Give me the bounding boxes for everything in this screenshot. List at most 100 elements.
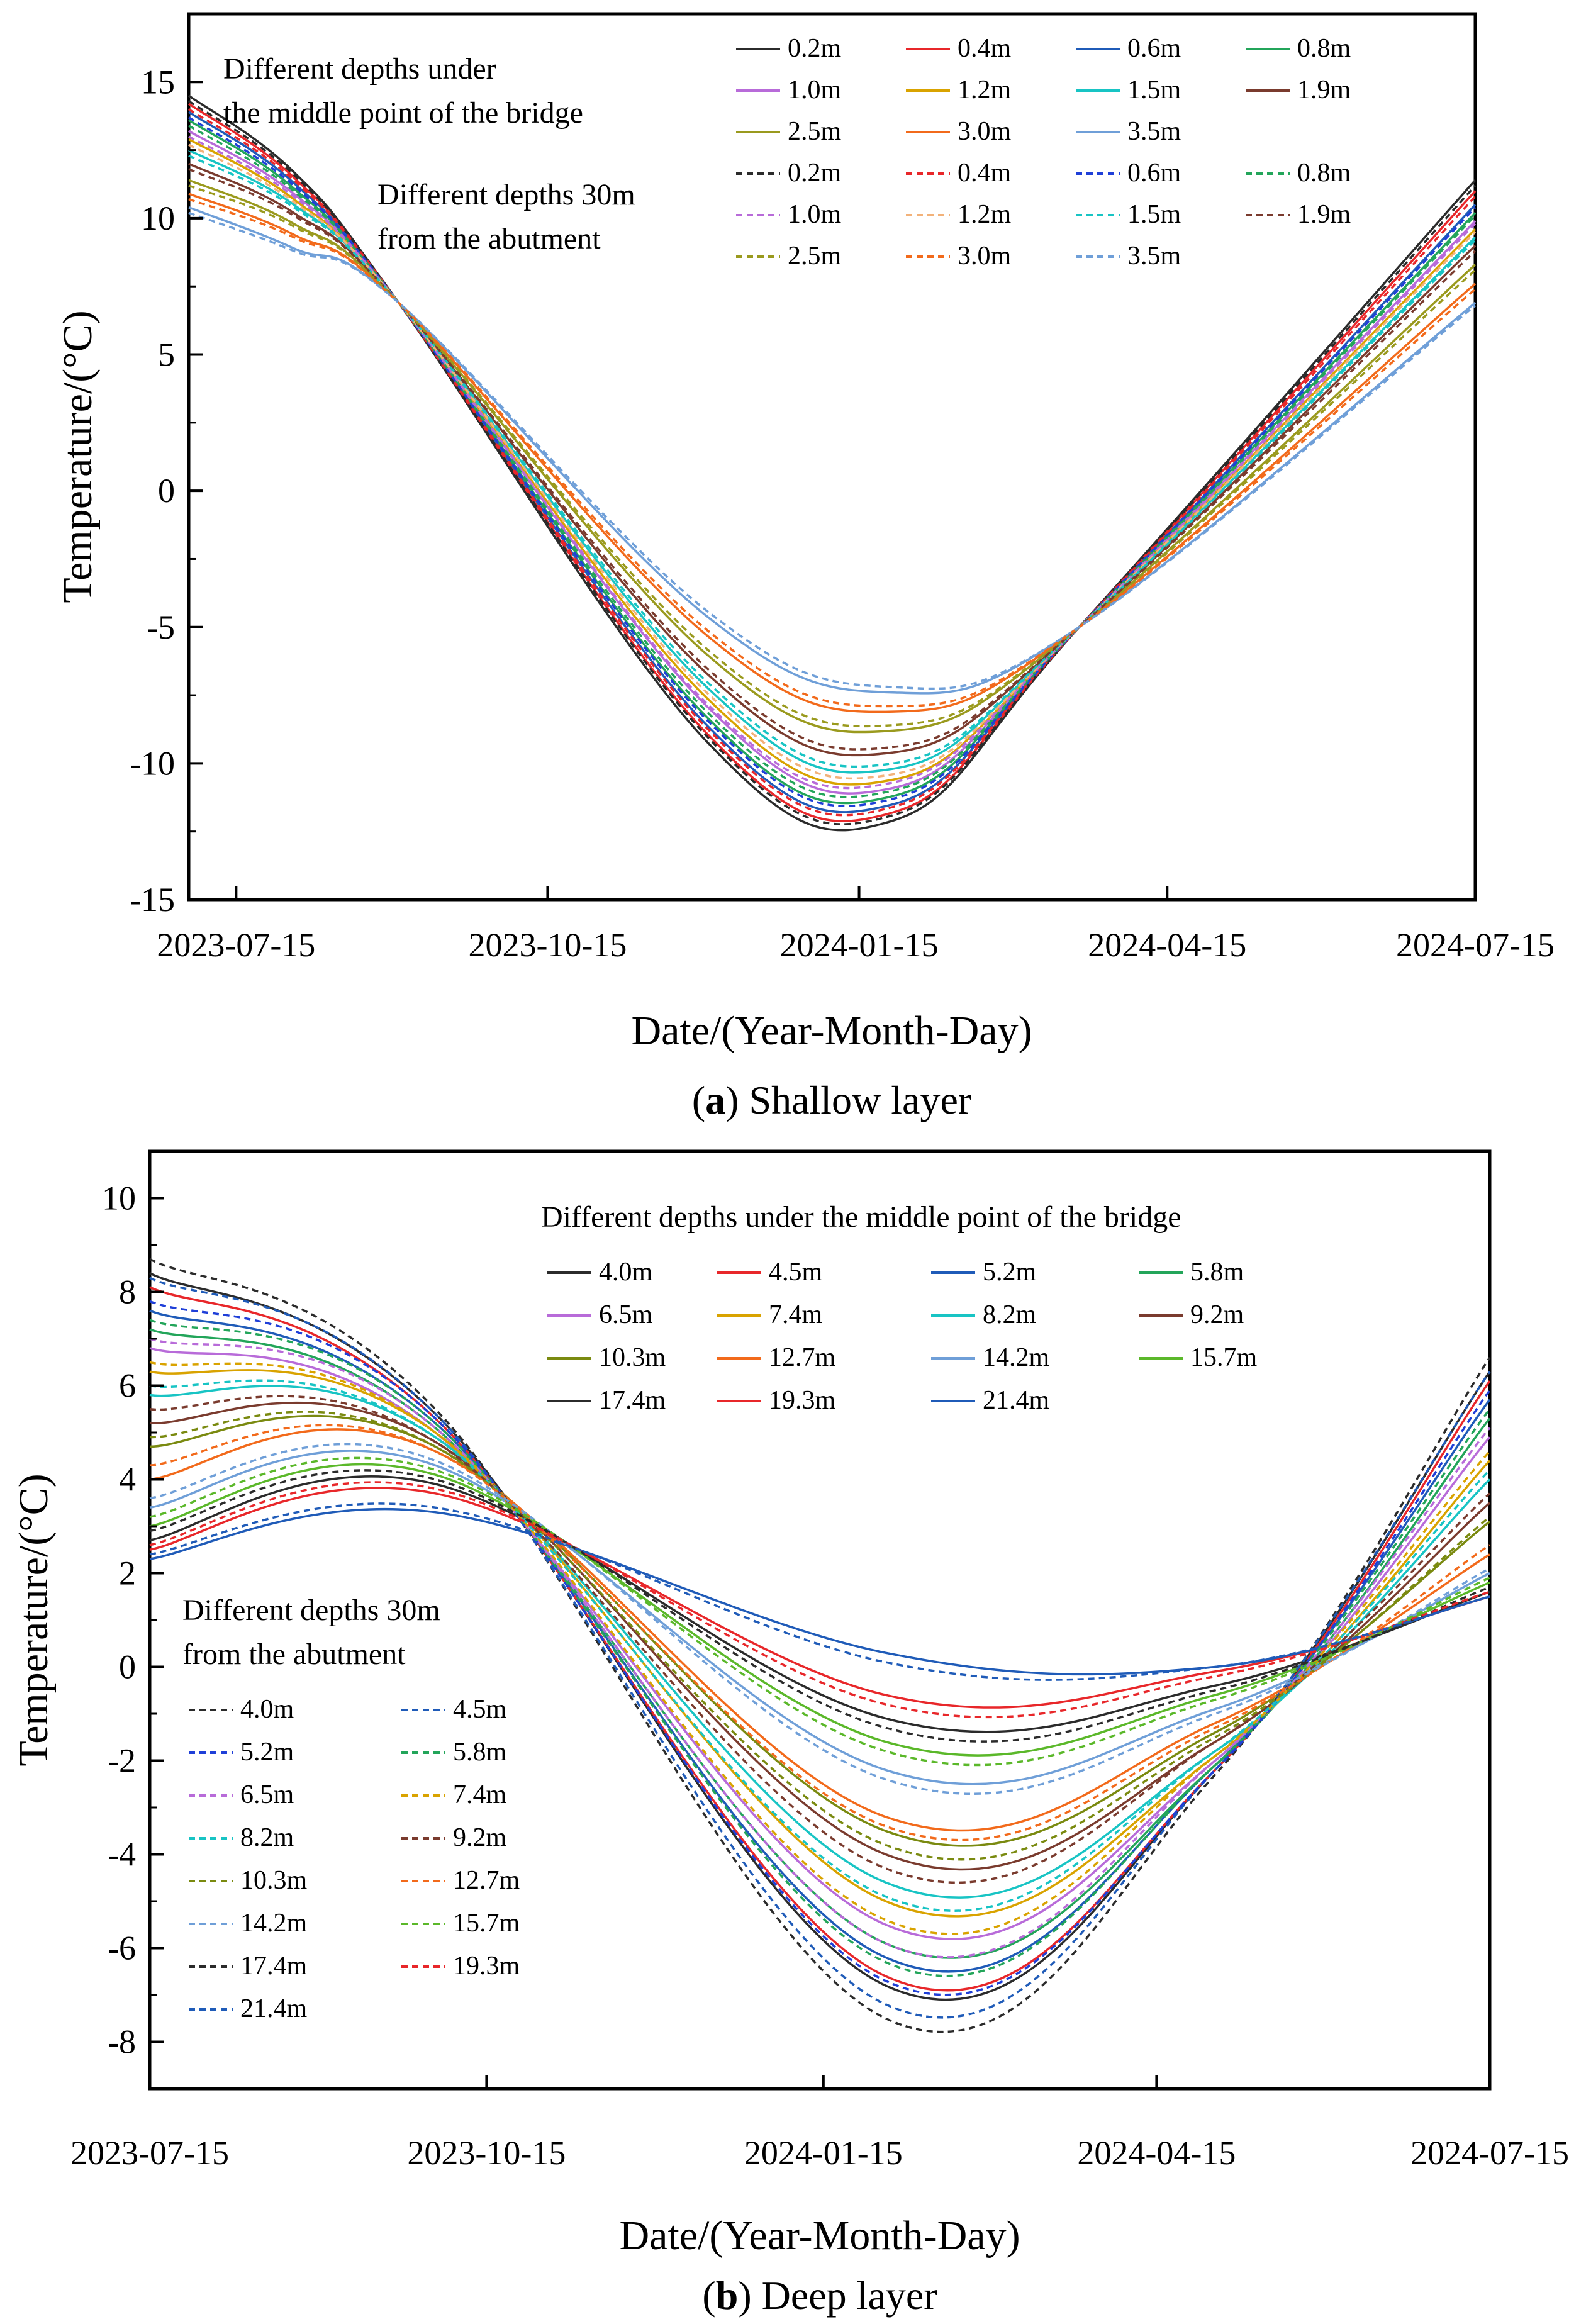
b-y-tick-label: -6 <box>108 1930 136 1967</box>
b-y-tick-label: -4 <box>108 1836 136 1874</box>
panel-a-y-axis-label: Temperature/(°C) <box>55 310 101 603</box>
a-series-line <box>188 116 1477 808</box>
panel-b-caption: (b) Deep layer <box>702 2273 937 2318</box>
b-legend-label: 5.2m <box>983 1258 1037 1287</box>
b-x-tick-label: 2023-07-15 <box>70 2134 229 2172</box>
a-legend-label: 0.6m <box>1127 34 1181 63</box>
b-legend-label: 12.7m <box>453 1866 520 1895</box>
a-series-line <box>188 179 1477 734</box>
a-legend-label: 0.4m <box>958 159 1012 187</box>
a-y-tick-label: -5 <box>147 608 175 646</box>
a-series-line <box>188 143 1477 780</box>
panel-a-annotation-middle-line2: the middle point of the bridge <box>223 96 583 130</box>
a-legend-label: 1.5m <box>1127 75 1181 104</box>
a-legend-label: 0.8m <box>1297 34 1351 63</box>
a-legend-label: 1.0m <box>788 75 842 104</box>
b-legend-label: 4.0m <box>240 1695 294 1724</box>
panel-b: -8 -6 -4 -2 0 2 4 6 8 10 2023-07-15 2023-10-15 2024-… <box>11 1149 1569 2318</box>
b-legend-label: 8.2m <box>240 1823 294 1852</box>
b-series-line <box>149 1443 1490 1795</box>
a-y-tick-label: -10 <box>130 744 175 782</box>
a-x-tick-label: 2024-07-15 <box>1396 926 1555 964</box>
b-x-tick-label: 2023-10-15 <box>407 2134 566 2172</box>
b-y-tick-label: 8 <box>119 1273 136 1311</box>
b-legend-label: 17.4m <box>599 1386 666 1415</box>
b-legend-label: 17.4m <box>240 1952 308 1980</box>
b-series-line <box>149 1475 1490 1733</box>
b-legend-label: 7.4m <box>769 1300 823 1329</box>
a-legend-label: 3.0m <box>958 242 1012 271</box>
b-legend-label: 8.2m <box>983 1300 1037 1329</box>
b-legend-label: 6.5m <box>240 1780 294 1809</box>
a-legend-label: 1.2m <box>958 75 1012 104</box>
b-legend-label: 9.2m <box>453 1823 507 1852</box>
a-legend-label: 0.6m <box>1127 159 1181 187</box>
a-series-line <box>188 168 1477 751</box>
a-x-tick-label: 2023-07-15 <box>157 926 315 964</box>
b-series-line <box>149 1456 1490 1767</box>
a-y-tick-label: 0 <box>158 472 175 510</box>
b-series-line <box>149 1361 1491 1935</box>
a-series-line <box>188 211 1477 690</box>
a-y-tick-label: 10 <box>141 199 175 237</box>
panel-a-caption: (a) Shallow layer <box>692 1078 971 1122</box>
a-legend-label: 0.4m <box>958 34 1012 63</box>
panel-a-annotation-middle-line1: Different depths under <box>223 52 496 86</box>
b-legend-label: 7.4m <box>453 1780 507 1809</box>
b-y-tick-label: -8 <box>108 2023 136 2061</box>
b-legend-label: 14.2m <box>983 1343 1050 1372</box>
panel-b-caption-letter: b <box>716 2273 739 2318</box>
b-y-tick-label: 6 <box>119 1367 136 1405</box>
a-legend-label: 0.8m <box>1297 159 1351 187</box>
a-series-line <box>188 162 1477 757</box>
panel-b-caption-text: Deep layer <box>762 2273 937 2318</box>
a-x-tick-label: 2024-04-15 <box>1088 926 1246 964</box>
b-legend-label: 10.3m <box>240 1866 308 1895</box>
panel-b-x-axis-label: Date/(Year-Month-Day) <box>619 2213 1020 2259</box>
panel-b-annotation-middle: Different depths under the middle point … <box>541 1200 1181 1234</box>
panel-a-caption-text: Shallow layer <box>749 1078 971 1122</box>
b-x-tick-label: 2024-01-15 <box>744 2134 903 2172</box>
a-legend-label: 1.9m <box>1297 75 1351 104</box>
b-y-tick-label: -2 <box>108 1742 136 1780</box>
b-legend-label: 10.3m <box>599 1343 666 1372</box>
b-y-tick-label: 10 <box>102 1180 136 1217</box>
b-x-tick-label: 2024-07-15 <box>1410 2134 1569 2172</box>
a-series-line <box>188 184 1477 728</box>
a-series-line <box>188 154 1477 768</box>
a-legend-label: 2.5m <box>788 242 842 271</box>
panel-b-y-axis-label: Temperature/(°C) <box>11 1473 57 1766</box>
a-series-line <box>188 198 1477 708</box>
a-legend-label: 1.2m <box>958 200 1012 229</box>
a-series-line <box>188 135 1477 790</box>
panel-a: -15 -10 -5 0 5 10 15 2023-07-15 2023-10-15 2024-0… <box>55 12 1555 1122</box>
a-series-line <box>188 130 1477 795</box>
panel-b-annotation-abutment-line1: Different depths 30m <box>182 1594 440 1627</box>
b-y-tick-label: 2 <box>119 1555 136 1592</box>
b-series-line <box>149 1469 1490 1743</box>
panel-a-x-axis-label: Date/(Year-Month-Day) <box>631 1008 1032 1054</box>
a-series-line <box>188 125 1477 798</box>
b-legend-label: 5.2m <box>240 1738 294 1767</box>
b-y-tick-label: 4 <box>119 1461 136 1499</box>
panel-a-annotation-abutment-line2: from the abutment <box>377 222 601 255</box>
b-series-line <box>149 1502 1490 1681</box>
b-series-line <box>149 1277 1491 2019</box>
a-y-tick-label: 5 <box>158 336 175 374</box>
a-series-line <box>188 193 1477 713</box>
b-series-line <box>149 1424 1490 1841</box>
a-legend-label: 1.5m <box>1127 200 1181 229</box>
a-legend-label: 3.5m <box>1127 117 1181 146</box>
a-legend-label: 0.2m <box>788 159 842 187</box>
b-legend-label: 4.5m <box>769 1258 823 1287</box>
b-series-line <box>149 1463 1490 1757</box>
a-x-tick-label: 2024-01-15 <box>780 926 939 964</box>
a-y-tick-label: 15 <box>141 63 175 101</box>
b-legend-label: 4.0m <box>599 1258 653 1287</box>
a-series-line <box>187 100 1477 825</box>
b-legend-label: 5.8m <box>453 1738 507 1767</box>
a-legend-label: 2.5m <box>788 117 842 146</box>
b-legend-label: 21.4m <box>240 1994 308 2023</box>
b-series-line <box>149 1338 1491 1958</box>
